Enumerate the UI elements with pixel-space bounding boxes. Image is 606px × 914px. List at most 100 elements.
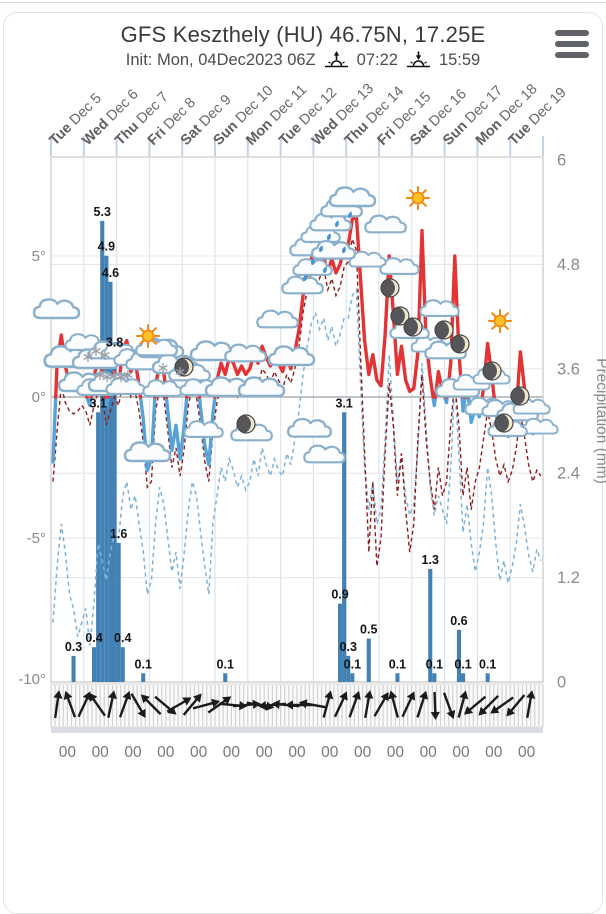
- precip-value-label: 1.6: [110, 527, 127, 541]
- precip-bar: [432, 673, 437, 682]
- felt-temperature-line: [52, 287, 542, 646]
- precip-bar: [141, 673, 146, 682]
- precip-value-label: 0.1: [479, 657, 496, 671]
- precip-bar: [223, 673, 228, 682]
- day-ticks: [50, 136, 544, 156]
- page-divider: [0, 2, 606, 3]
- hour-label: 00: [452, 744, 470, 761]
- precip-bar: [485, 673, 490, 682]
- precip-value-label: 0.1: [389, 657, 406, 671]
- precip-bar: [395, 673, 400, 682]
- hour-label: 00: [157, 744, 175, 761]
- cloud-icon: [183, 420, 224, 438]
- precip-value-label: 1.3: [422, 553, 439, 567]
- precip-bar: [428, 568, 433, 682]
- precip-value-label: 4.9: [98, 240, 115, 254]
- hour-label: 00: [420, 744, 438, 761]
- hour-label: 00: [256, 744, 274, 761]
- precip-value-label: 0.4: [85, 631, 102, 645]
- precip-axis-title: Precipitation (mm): [593, 358, 606, 484]
- sunset-icon: [405, 51, 432, 70]
- temp-axis-tick: 0°: [32, 389, 46, 406]
- precip-bar: [120, 647, 125, 682]
- temp-axis-tick: -5°: [27, 530, 46, 547]
- cloud-icon: [281, 275, 324, 295]
- temp-axis-tick: -10°: [18, 671, 46, 688]
- precip-bar: [338, 603, 343, 682]
- hour-label: 00: [92, 744, 110, 761]
- cloud-icon: [256, 309, 299, 329]
- chart-subtitle: Init: Mon, 04Dec2023 06Z 07:22: [0, 51, 606, 70]
- hour-label: 00: [124, 744, 142, 761]
- precip-value-label: 0.6: [450, 614, 467, 628]
- sun-icon: [406, 186, 430, 210]
- precip-bar: [116, 542, 121, 682]
- cloud-icon: [303, 444, 346, 464]
- precip-value-label: 0.1: [344, 657, 361, 671]
- precip-bar: [366, 638, 371, 682]
- precip-bar: [461, 673, 466, 682]
- sun-icon: [136, 324, 160, 348]
- hour-label: 00: [190, 744, 208, 761]
- cloud-icon: [32, 298, 81, 320]
- sunrise-time: 07:22: [356, 51, 398, 69]
- precip-bar: [346, 655, 351, 682]
- hour-label: 00: [59, 744, 77, 761]
- cloud-icon: [379, 257, 420, 275]
- precip-axis-tick: 6: [557, 152, 566, 170]
- precip-axis-tick: 4.8: [557, 256, 580, 274]
- cloud-icon: [123, 441, 172, 463]
- precip-value-label: 0.4: [114, 631, 131, 645]
- precip-value-label: 0.1: [135, 657, 152, 671]
- precip-bar: [350, 673, 355, 682]
- precip-bar: [71, 655, 76, 682]
- precip-bar: [100, 220, 105, 682]
- hour-label: 00: [518, 744, 536, 761]
- precip-axis-tick: 3.6: [557, 360, 580, 378]
- cloud-icon: [224, 343, 267, 363]
- precip-bar: [456, 629, 461, 682]
- precip-value-label: 0.9: [331, 588, 348, 602]
- precip-value-label: 0.5: [360, 623, 377, 637]
- cloud-icon: [142, 379, 183, 397]
- precip-axis-tick: 0: [557, 674, 566, 692]
- precip-value-label: 3.1: [335, 396, 352, 410]
- precip-bar-labels: 0.30.43.15.34.94.63.81.60.40.1 0.10.93.10…: [65, 205, 497, 671]
- precip-value-label: 0.1: [217, 657, 234, 671]
- init-label: Init: Mon, 04Dec2023 06Z: [125, 51, 316, 69]
- axis-labels: 5° 0° -5° -10° 6 4.8 3.6 2.4 1.2 0 Precipitation (…: [18, 152, 606, 692]
- precip-axis-tick: 2.4: [557, 465, 580, 483]
- felt-line-group: [52, 287, 542, 646]
- moon-icon: [430, 321, 453, 340]
- sunset-time: 15:59: [438, 51, 481, 69]
- hour-label: 00: [288, 744, 306, 761]
- hour-labels: 00 00 00 00 00 00 00 00 00 00 00 00 00 00 00: [59, 744, 536, 761]
- page-title: GFS Keszthely (HU) 46.75N, 17.25E: [120, 22, 486, 47]
- precip-bar: [92, 647, 97, 682]
- cloud-icon: [328, 186, 377, 208]
- cloud-icon: [237, 376, 286, 398]
- cloud-icon: [348, 250, 387, 268]
- chart-header: GFS Keszthely (HU) 46.75N, 17.25E Init: …: [0, 22, 606, 70]
- precip-axis-tick: 1.2: [557, 569, 580, 587]
- precip-value-label: 0.1: [426, 657, 443, 671]
- precip-value-label: 0.1: [454, 657, 471, 671]
- precip-bar: [108, 281, 113, 682]
- hour-label: 00: [321, 744, 339, 761]
- sunrise-icon: [323, 51, 350, 70]
- precip-bar: [112, 351, 117, 682]
- menu-icon[interactable]: [555, 30, 589, 58]
- precip-value-label: 3.1: [89, 396, 106, 410]
- cloud-icon: [267, 345, 316, 367]
- temp-axis-tick: 5°: [32, 248, 46, 265]
- precip-value-label: 0.3: [65, 640, 82, 654]
- precip-value-label: 3.8: [106, 335, 123, 349]
- hour-label: 00: [223, 744, 241, 761]
- precip-bar: [104, 255, 109, 682]
- precip-value-label: 4.6: [102, 266, 119, 280]
- hour-label: 00: [485, 744, 503, 761]
- cloud-icon: [364, 214, 407, 234]
- hour-label: 00: [354, 744, 372, 761]
- precip-value-label: 0.3: [340, 640, 357, 654]
